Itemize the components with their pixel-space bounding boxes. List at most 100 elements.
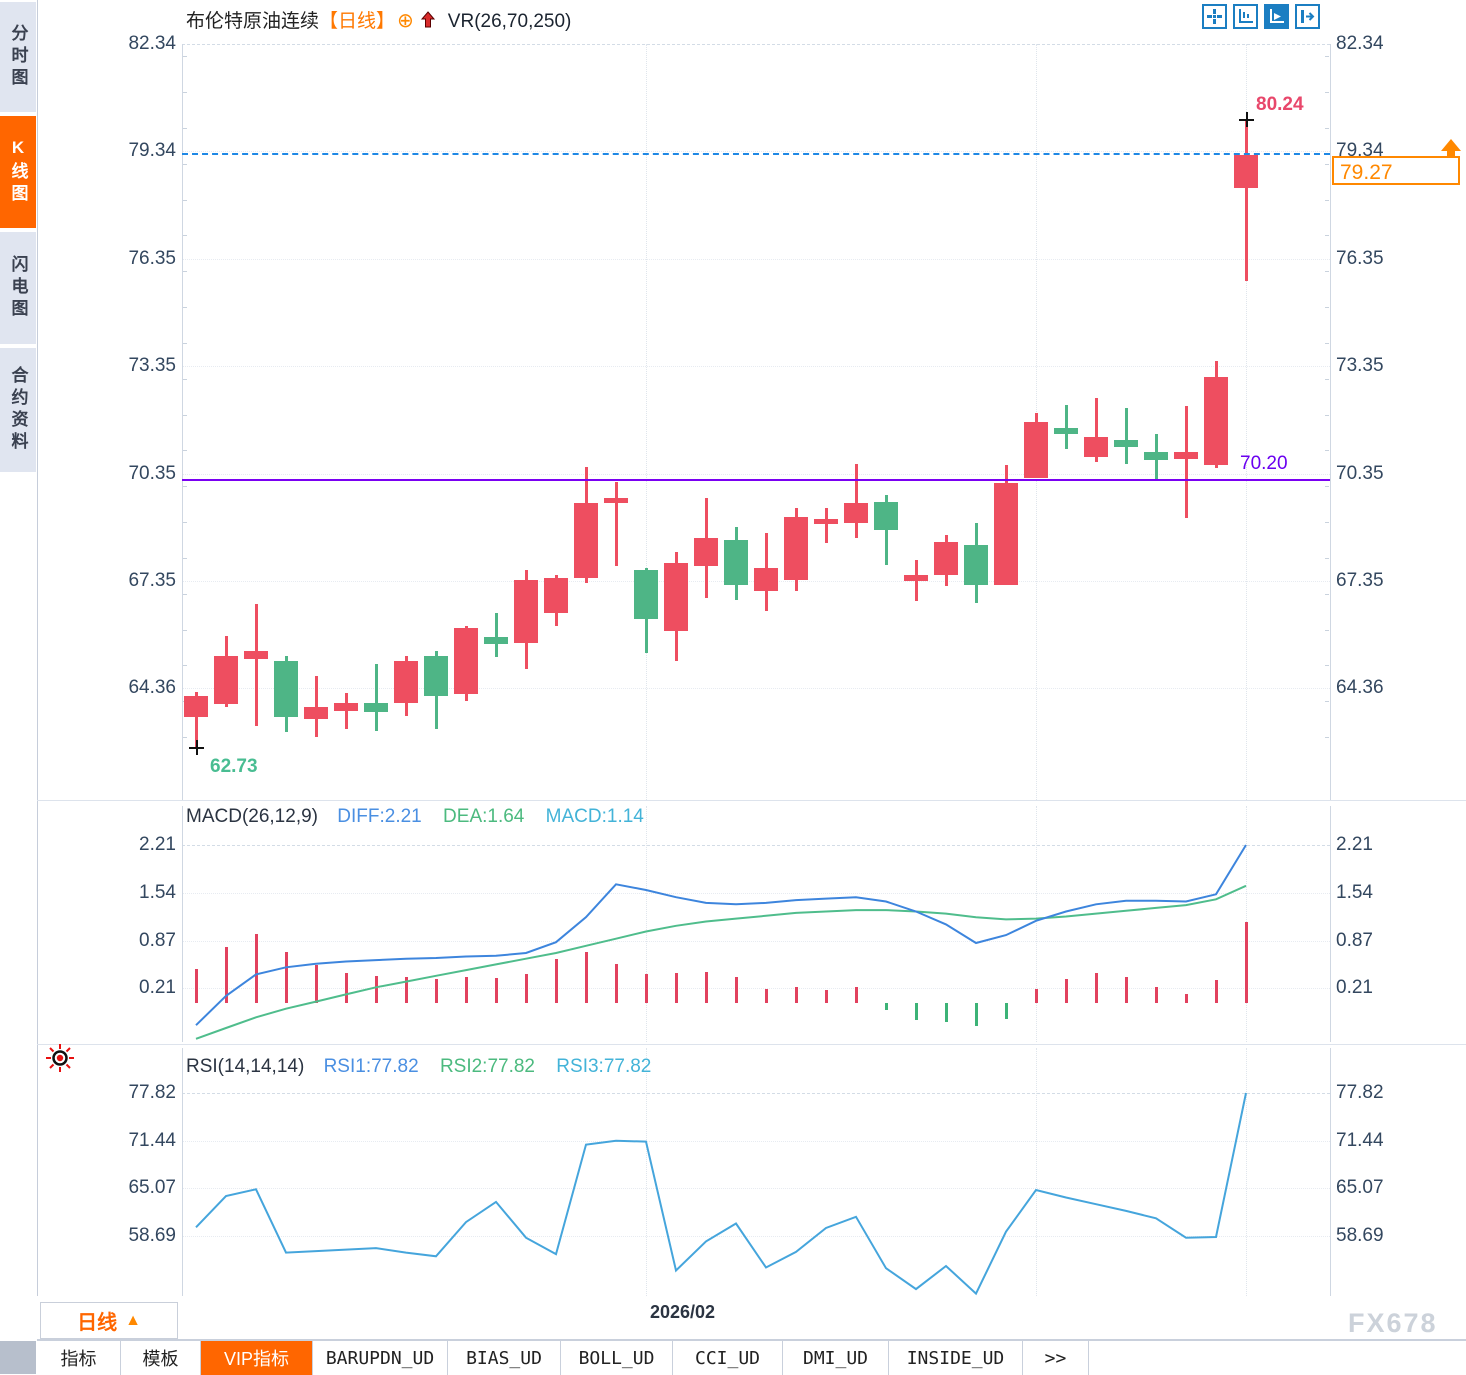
axis-scale-active-icon[interactable] bbox=[1264, 4, 1289, 29]
plot-border bbox=[182, 1048, 183, 1296]
minor-tick bbox=[183, 665, 187, 667]
date-gridline bbox=[1246, 1048, 1247, 1296]
circle-plus-icon[interactable]: ⊕ bbox=[397, 10, 414, 32]
hline-value-label: 70.20 bbox=[1240, 453, 1288, 474]
macd-header: MACD(26,12,9) DIFF:2.21 DEA:1.64 MACD:1.… bbox=[186, 806, 644, 828]
candle-up bbox=[244, 651, 268, 660]
axis-tick-label: 2.21 bbox=[139, 834, 176, 855]
x-axis-date-label: 2026/02 bbox=[650, 1302, 716, 1322]
bottom-tab-指标[interactable]: 指标 bbox=[37, 1341, 121, 1375]
macd-bar-up bbox=[584, 951, 588, 1003]
macd-bar-down bbox=[1004, 1003, 1008, 1019]
candle-wick bbox=[194, 692, 198, 747]
chart-toolbar bbox=[1202, 4, 1320, 29]
minor-tick bbox=[1325, 522, 1329, 523]
candle-up bbox=[604, 498, 628, 504]
candle-down bbox=[1144, 451, 1168, 460]
candle-up bbox=[544, 577, 568, 613]
minor-tick bbox=[183, 737, 187, 738]
candle-wick bbox=[494, 612, 498, 658]
bottom-tab-BOLL_UD[interactable]: BOLL_UD bbox=[561, 1341, 673, 1375]
pan-icon[interactable] bbox=[1202, 4, 1227, 29]
axis-scale-icon[interactable] bbox=[1233, 4, 1258, 29]
bottom-tab-INSIDE_UD[interactable]: INSIDE_UD bbox=[889, 1341, 1023, 1375]
minor-tick bbox=[1325, 557, 1329, 559]
axis-tick-label: 77.82 bbox=[1336, 1082, 1384, 1103]
minor-tick bbox=[183, 629, 187, 631]
bottom-tab->>[interactable]: >> bbox=[1023, 1341, 1089, 1375]
candle-down bbox=[274, 661, 298, 718]
candle-wick bbox=[824, 508, 828, 544]
bottom-tab-CCI_UD[interactable]: CCI_UD bbox=[673, 1341, 783, 1375]
macd-bar-down bbox=[914, 1003, 918, 1021]
candle-down bbox=[364, 702, 388, 713]
candle-wick bbox=[374, 664, 378, 731]
macd-bar-up bbox=[614, 963, 618, 1003]
macd-bar-up bbox=[764, 988, 768, 1003]
candle-up bbox=[454, 627, 478, 695]
macd-bar-up bbox=[464, 976, 468, 1003]
minor-tick bbox=[183, 92, 187, 94]
minor-tick bbox=[183, 450, 187, 452]
gridline bbox=[182, 1235, 1330, 1237]
bottom-tab-模板[interactable]: 模板 bbox=[121, 1341, 201, 1375]
sidebar-tab-contract-info[interactable]: 合约资料 bbox=[0, 348, 36, 472]
diff-line bbox=[195, 844, 1247, 1026]
minor-tick bbox=[1325, 414, 1329, 416]
date-gridline bbox=[1036, 806, 1037, 1042]
bottom-tab-VIP指标[interactable]: VIP指标 bbox=[201, 1341, 313, 1375]
candle-wick bbox=[614, 481, 618, 567]
candle-down bbox=[874, 501, 898, 530]
period-selector-button[interactable]: 日线 ▲ bbox=[40, 1302, 178, 1339]
gridline bbox=[182, 44, 1330, 45]
last-price-dashed-line bbox=[182, 153, 1330, 155]
high-price-label: 80.24 bbox=[1256, 94, 1304, 115]
left-sidebar: 分时图 K线图 闪电图 合约资料 bbox=[0, 0, 38, 1374]
sidebar-tab-lightning-chart[interactable]: 闪电图 bbox=[0, 232, 36, 344]
plot-border bbox=[1330, 44, 1331, 800]
macd-hist-value: MACD:1.14 bbox=[545, 806, 644, 827]
candle-up bbox=[664, 563, 688, 632]
sidebar-tab-time-chart[interactable]: 分时图 bbox=[0, 2, 36, 112]
candle-up bbox=[184, 695, 208, 718]
sun-icon[interactable] bbox=[44, 1042, 76, 1079]
sidebar-footer-block bbox=[0, 1341, 36, 1374]
macd-bar-up bbox=[674, 972, 678, 1003]
rsi1-value: RSI1:77.82 bbox=[323, 1056, 419, 1077]
bottom-tab-DMI_UD[interactable]: DMI_UD bbox=[783, 1341, 889, 1375]
candle-wick bbox=[1184, 405, 1188, 519]
axis-tick-label: 77.82 bbox=[128, 1082, 176, 1103]
macd-bar-up bbox=[734, 977, 738, 1003]
collapse-right-icon[interactable] bbox=[1295, 4, 1320, 29]
macd-bar-up bbox=[794, 987, 798, 1003]
candle-up bbox=[844, 503, 868, 524]
rsi-line bbox=[195, 1092, 1247, 1296]
candle-up bbox=[814, 519, 838, 525]
macd-name: MACD(26,12,9) bbox=[186, 806, 318, 827]
bottom-tab-BARUPDN_UD[interactable]: BARUPDN_UD bbox=[313, 1341, 448, 1375]
gridline bbox=[182, 892, 1330, 894]
axis-tick-label: 70.35 bbox=[1336, 462, 1384, 484]
axis-tick-label: 71.44 bbox=[1336, 1129, 1384, 1151]
axis-tick-label: 70.35 bbox=[128, 462, 176, 484]
candle-up bbox=[334, 702, 358, 711]
minor-tick bbox=[183, 56, 187, 58]
candle-up bbox=[304, 707, 328, 720]
minor-tick bbox=[183, 414, 187, 416]
sidebar-tab-kline-chart[interactable]: K线图 bbox=[0, 116, 36, 228]
macd-bar-up bbox=[224, 946, 228, 1003]
macd-bar-up bbox=[704, 971, 708, 1003]
candle-up bbox=[934, 541, 958, 575]
minor-tick bbox=[1325, 199, 1329, 201]
panel-separator bbox=[37, 800, 1466, 801]
macd-bar-up bbox=[1124, 977, 1128, 1003]
minor-tick bbox=[1325, 486, 1329, 488]
bottom-tab-BIAS_UD[interactable]: BIAS_UD bbox=[448, 1341, 561, 1375]
axis-tick-label: 67.35 bbox=[128, 570, 176, 592]
axis-tick-label: 0.87 bbox=[1336, 929, 1373, 951]
horizontal-price-line[interactable] bbox=[182, 479, 1330, 481]
minor-tick bbox=[183, 271, 187, 273]
macd-bar-up bbox=[644, 974, 648, 1003]
minor-tick bbox=[1325, 307, 1329, 308]
macd-bar-up bbox=[1214, 980, 1218, 1003]
